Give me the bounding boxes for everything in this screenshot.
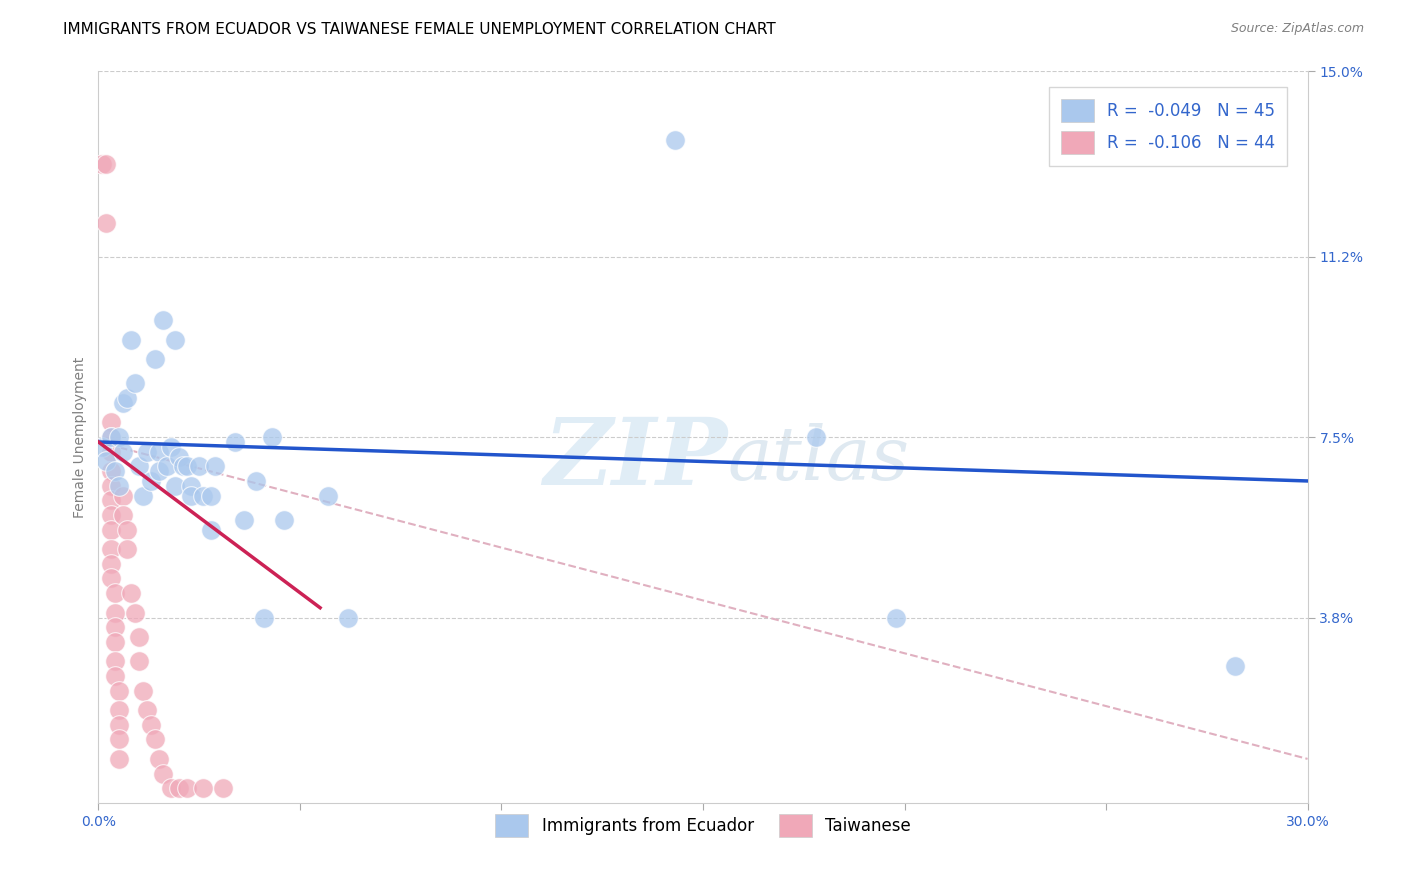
Point — [100, 572, 122, 586]
Point — [152, 766, 174, 780]
Point — [232, 513, 254, 527]
Point — [103, 654, 125, 668]
Point — [337, 610, 360, 624]
Point — [1223, 659, 1246, 673]
Point — [120, 586, 142, 600]
Point — [111, 489, 134, 503]
Point — [180, 479, 202, 493]
Point — [176, 781, 198, 796]
Text: ZIP: ZIP — [543, 414, 727, 504]
Point — [103, 635, 125, 649]
Y-axis label: Female Unemployment: Female Unemployment — [73, 357, 87, 517]
Point — [135, 444, 157, 458]
Point — [100, 430, 122, 444]
Point — [100, 542, 122, 557]
Point — [132, 683, 155, 698]
Point — [103, 464, 125, 478]
Point — [96, 454, 118, 468]
Point — [107, 479, 129, 493]
Point — [172, 459, 194, 474]
Point — [107, 703, 129, 717]
Point — [260, 430, 283, 444]
Point — [100, 430, 122, 444]
Point — [193, 489, 215, 503]
Point — [664, 133, 686, 147]
Text: IMMIGRANTS FROM ECUADOR VS TAIWANESE FEMALE UNEMPLOYMENT CORRELATION CHART: IMMIGRANTS FROM ECUADOR VS TAIWANESE FEM… — [63, 22, 776, 37]
Point — [160, 781, 183, 796]
Point — [253, 610, 276, 624]
Point — [100, 523, 122, 537]
Point — [100, 508, 122, 522]
Point — [204, 459, 226, 474]
Point — [103, 669, 125, 683]
Point — [120, 333, 142, 347]
Point — [143, 732, 166, 747]
Point — [804, 430, 827, 444]
Point — [180, 489, 202, 503]
Point — [167, 450, 190, 464]
Point — [111, 508, 134, 522]
Point — [115, 523, 138, 537]
Legend: Immigrants from Ecuador, Taiwanese: Immigrants from Ecuador, Taiwanese — [486, 805, 920, 846]
Point — [103, 620, 125, 634]
Point — [100, 479, 122, 493]
Point — [100, 444, 122, 458]
Point — [148, 752, 170, 766]
Point — [132, 489, 155, 503]
Point — [316, 489, 339, 503]
Point — [886, 610, 908, 624]
Point — [135, 703, 157, 717]
Point — [148, 464, 170, 478]
Point — [107, 718, 129, 732]
Point — [96, 215, 118, 229]
Point — [107, 732, 129, 747]
Point — [148, 444, 170, 458]
Point — [224, 434, 246, 449]
Point — [103, 586, 125, 600]
Point — [193, 781, 215, 796]
Point — [176, 459, 198, 474]
Point — [245, 474, 267, 488]
Text: atlas: atlas — [727, 423, 910, 495]
Point — [139, 474, 162, 488]
Point — [156, 459, 179, 474]
Point — [103, 606, 125, 620]
Point — [273, 513, 295, 527]
Point — [143, 352, 166, 367]
Point — [139, 718, 162, 732]
Point — [107, 683, 129, 698]
Point — [100, 416, 122, 430]
Point — [107, 752, 129, 766]
Point — [212, 781, 235, 796]
Point — [91, 440, 114, 454]
Point — [91, 157, 114, 171]
Point — [200, 489, 222, 503]
Point — [111, 444, 134, 458]
Point — [167, 781, 190, 796]
Point — [115, 391, 138, 405]
Point — [115, 542, 138, 557]
Point — [163, 333, 186, 347]
Point — [100, 464, 122, 478]
Point — [124, 376, 146, 391]
Point — [96, 157, 118, 171]
Point — [107, 430, 129, 444]
Point — [128, 654, 150, 668]
Point — [124, 606, 146, 620]
Point — [152, 313, 174, 327]
Point — [128, 459, 150, 474]
Point — [111, 396, 134, 410]
Point — [188, 459, 211, 474]
Point — [100, 493, 122, 508]
Point — [200, 523, 222, 537]
Point — [160, 440, 183, 454]
Text: Source: ZipAtlas.com: Source: ZipAtlas.com — [1230, 22, 1364, 36]
Point — [163, 479, 186, 493]
Point — [100, 557, 122, 571]
Point — [128, 630, 150, 644]
